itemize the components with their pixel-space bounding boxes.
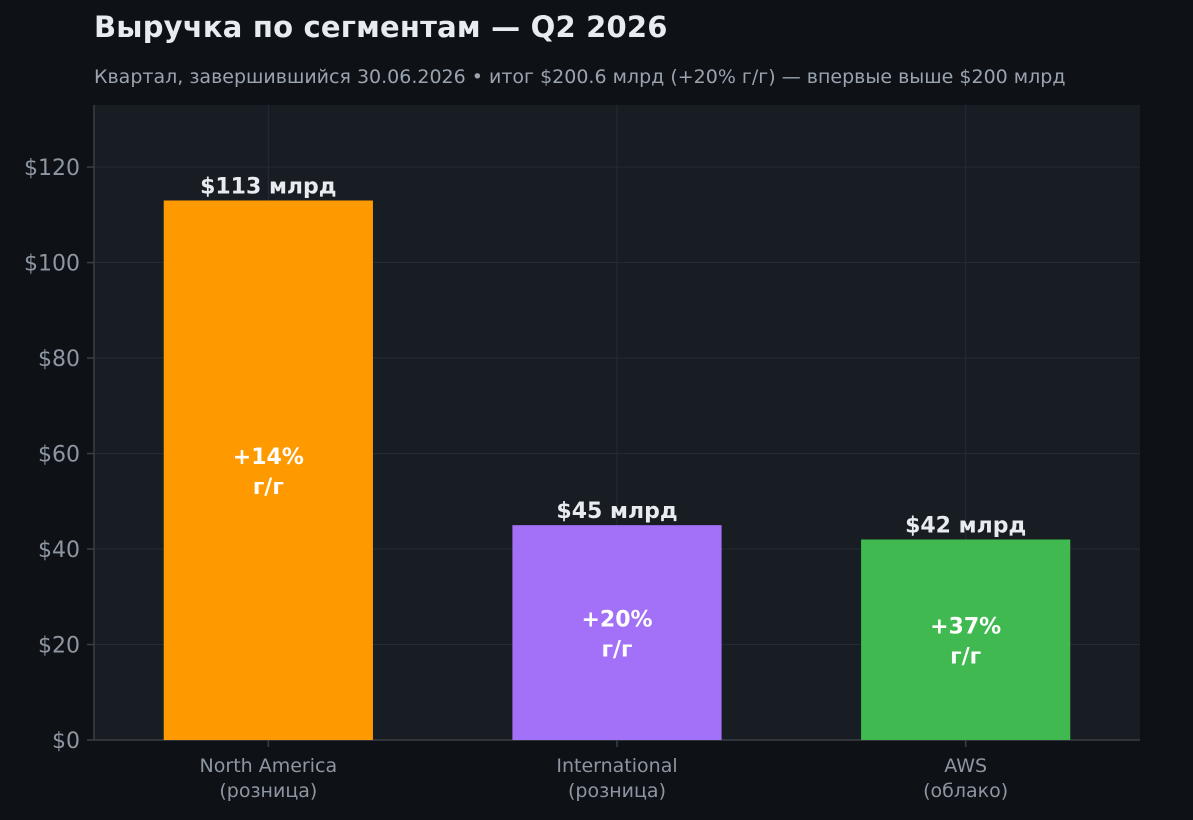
bar <box>512 525 722 740</box>
bar-growth-label: г/г <box>253 475 284 500</box>
y-tick-label: $40 <box>38 538 80 563</box>
x-tick-label: (розница) <box>219 780 317 802</box>
y-tick-label: $120 <box>24 156 80 181</box>
bar <box>861 539 1071 740</box>
y-tick-label: $60 <box>38 443 80 468</box>
bars <box>163 200 1071 741</box>
bar-value-label: $45 млрд <box>556 499 677 524</box>
chart-subtitle: Квартал, завершившийся 30.06.2026 • итог… <box>94 66 1066 88</box>
x-tick-label: North America <box>200 755 338 777</box>
x-tick-label: AWS <box>944 755 987 777</box>
y-tick-label: $0 <box>52 729 80 754</box>
x-tick-label: (облако) <box>923 780 1008 802</box>
bar-growth-label: +14% <box>233 445 304 470</box>
bar-value-label: $42 млрд <box>905 513 1026 538</box>
x-tick-label: International <box>556 755 677 777</box>
y-tick-label: $80 <box>38 347 80 372</box>
bar-value-label: $113 млрд <box>200 174 337 199</box>
y-tick-label: $20 <box>38 634 80 659</box>
bar-growth-label: +37% <box>930 615 1001 640</box>
bar-growth-label: г/г <box>950 645 981 670</box>
data-labels: $113 млрд +14% г/г $45 млрд +20% г/г $42 млрд +… <box>200 174 1026 669</box>
x-tick-label: (розница) <box>568 780 666 802</box>
bar-growth-label: +20% <box>581 608 652 633</box>
bar-growth-label: г/г <box>601 638 632 663</box>
bar <box>163 200 373 741</box>
y-tick-label: $100 <box>24 252 80 277</box>
chart-title: Выручка по сегментам — Q2 2026 <box>94 10 668 44</box>
